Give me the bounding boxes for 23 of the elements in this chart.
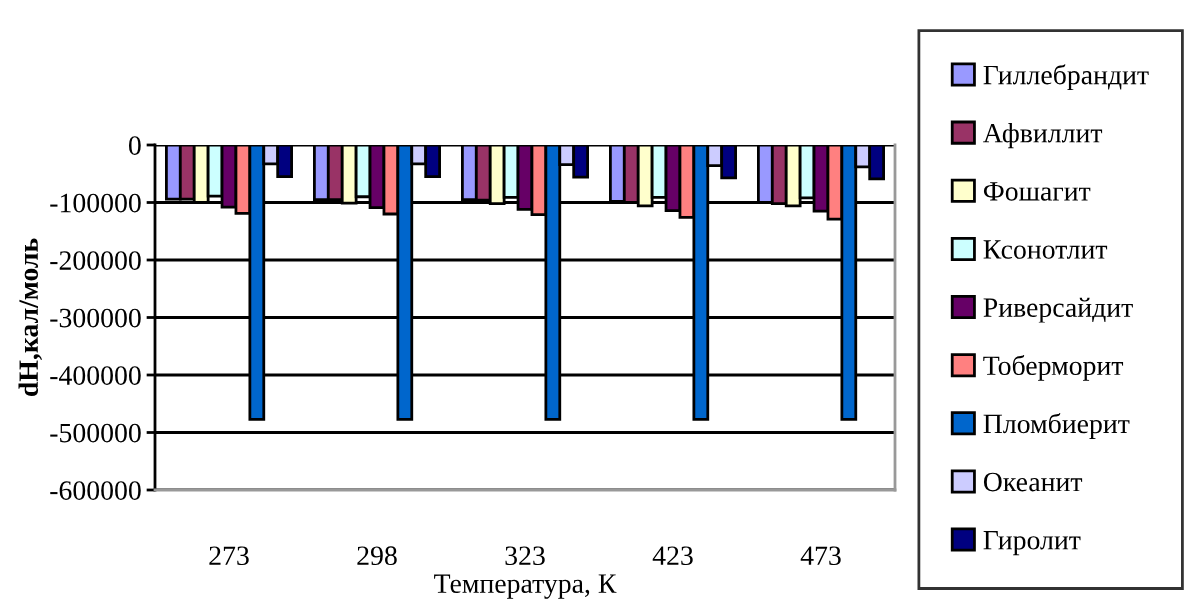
legend-label: Тоберморит <box>983 354 1124 381</box>
y-axis-title: dH,кал/моль <box>18 238 43 397</box>
y-tick-label: -600000 <box>50 481 141 500</box>
legend-label: Пломбиерит <box>983 413 1130 439</box>
y-tick-label: 0 <box>128 136 141 155</box>
y-tick-label: -100000 <box>50 193 141 213</box>
legend-label: Ксонотлит <box>983 240 1108 259</box>
legend-label: Риверсайдит <box>983 297 1133 323</box>
y-tick-label: -500000 <box>50 423 141 443</box>
x-tick-label: 273 <box>209 546 249 566</box>
legend-label: Гиллебрандит <box>983 64 1149 91</box>
x-axis-title: Температура, К <box>434 574 617 599</box>
legend-label: Афвиллит <box>983 123 1103 149</box>
x-tick-label: 473 <box>800 546 841 566</box>
x-tick-label: 423 <box>652 546 693 566</box>
y-tick-label: -300000 <box>50 308 141 328</box>
legend-label: Океанит <box>983 472 1083 492</box>
legend-label: Гиролит <box>983 531 1081 556</box>
x-tick-label: 323 <box>505 546 545 566</box>
x-tick-label: 298 <box>357 546 397 566</box>
y-tick-label: -400000 <box>50 366 141 385</box>
y-tick-label: -200000 <box>50 251 141 270</box>
legend-label: Фошагит <box>983 182 1091 201</box>
